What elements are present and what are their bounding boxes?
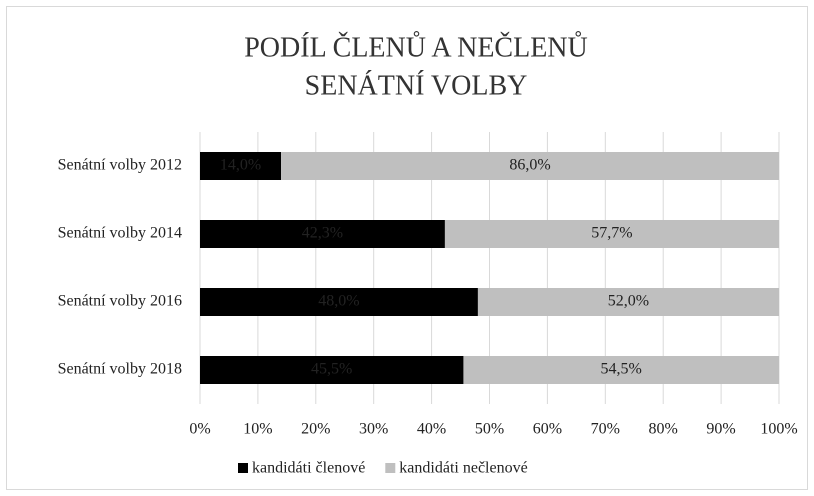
chart-title: SENÁTNÍ VOLBY — [305, 70, 528, 101]
data-label: 45,5% — [311, 361, 352, 378]
x-tick-label: 70% — [591, 421, 620, 438]
data-label: 57,7% — [591, 225, 632, 242]
legend-swatch — [238, 463, 248, 473]
x-tick-label: 40% — [417, 421, 446, 438]
y-tick-label: Senátní volby 2018 — [58, 361, 182, 378]
bar-segment — [200, 288, 478, 316]
bar-segment — [281, 152, 779, 180]
bar-segment — [200, 152, 282, 180]
x-tick-label: 20% — [301, 421, 330, 438]
y-tick-label: Senátní volby 2012 — [58, 157, 182, 174]
legend-label: kandidáti nečlenové — [399, 460, 527, 477]
x-tick-label: 30% — [359, 421, 388, 438]
data-label: 42,3% — [302, 225, 343, 242]
y-tick-label: Senátní volby 2016 — [58, 293, 182, 310]
x-tick-label: 100% — [760, 421, 797, 438]
data-label: 48,0% — [318, 293, 359, 310]
x-tick-label: 10% — [243, 421, 272, 438]
x-tick-label: 0% — [189, 421, 210, 438]
data-label: 52,0% — [608, 293, 649, 310]
bar-segment — [200, 220, 445, 248]
x-tick-label: 50% — [475, 421, 504, 438]
data-label: 86,0% — [509, 157, 550, 174]
bar-segment — [477, 288, 779, 316]
y-tick-label: Senátní volby 2014 — [58, 225, 182, 242]
chart-title: PODÍL ČLENŮ A NEČLENŮ — [244, 31, 588, 63]
bar-segment — [463, 356, 779, 384]
bar-segment — [444, 220, 779, 248]
bar-segment — [200, 356, 464, 384]
x-tick-label: 60% — [533, 421, 562, 438]
legend-label: kandidáti členové — [252, 460, 365, 477]
data-label: 54,5% — [601, 361, 642, 378]
data-label: 14,0% — [220, 157, 261, 174]
x-tick-label: 80% — [649, 421, 678, 438]
x-tick-label: 90% — [706, 421, 735, 438]
legend-swatch — [385, 463, 396, 473]
